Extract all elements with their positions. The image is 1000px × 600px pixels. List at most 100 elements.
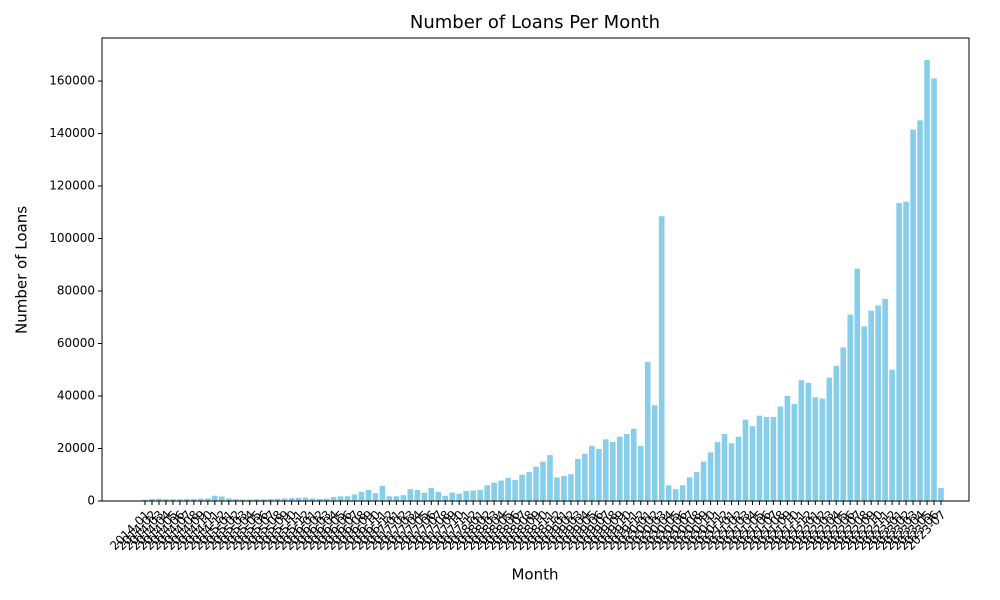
bar [177,499,183,501]
bar [267,498,274,501]
bar [246,499,253,501]
bar [644,361,651,501]
bar [854,268,861,501]
bar [547,455,553,501]
bar [847,314,854,501]
bar [798,380,805,501]
bar [756,415,763,501]
bar [721,434,728,501]
bar [212,495,218,501]
bar [658,216,665,501]
bar [533,466,539,501]
bar [219,496,225,501]
bar [637,445,644,501]
bar [603,439,609,501]
bar [393,496,400,501]
bar [896,203,902,501]
y-tick-label: 20000 [57,441,95,455]
bar [540,461,546,501]
bar [526,472,532,501]
bar [302,497,309,501]
bar [337,496,344,501]
bar [288,498,295,501]
bar [679,485,686,501]
bar [142,499,148,501]
bar [365,489,372,501]
bar [568,474,574,501]
bar [414,489,421,501]
bar [358,491,365,501]
bar [770,417,777,501]
bar [924,60,930,502]
bar [344,496,351,501]
y-tick-label: 160000 [49,74,95,88]
bar [714,441,721,501]
bar [561,476,567,501]
bar [428,487,435,501]
bar [505,477,511,501]
bar [596,449,602,501]
bar [456,493,463,501]
bar [225,498,232,501]
bar [812,397,819,501]
y-tick-label: 120000 [49,179,95,193]
bar [610,441,616,501]
y-tick-label: 0 [87,494,95,508]
bar [442,495,449,501]
bar [805,382,812,501]
bar [903,201,909,501]
bar [575,459,581,501]
bar [463,491,469,501]
bar [470,490,476,501]
bar [630,428,637,501]
bar [784,396,791,501]
bar [742,419,749,501]
bar [435,491,442,501]
bar [400,495,407,501]
bar [323,498,330,501]
bar [791,403,798,501]
y-tick-label: 140000 [49,126,95,140]
bar [519,474,525,501]
bar [156,498,162,501]
bar [421,492,428,501]
bar [826,377,833,501]
bar [379,485,386,501]
bar [763,417,770,501]
bar [735,436,742,501]
y-tick-label: 40000 [57,389,95,403]
bar [931,78,937,502]
bar [191,498,197,501]
bar [407,489,414,501]
bar [840,347,847,501]
bar [833,365,840,501]
bar [651,405,658,501]
bar [449,492,456,501]
bar [491,482,497,501]
bar [617,436,623,501]
bar [589,445,595,501]
bar [484,485,490,501]
axes-frame [101,37,970,502]
bar [749,426,756,501]
bar [498,480,504,501]
bar [316,498,323,501]
bar [295,497,302,501]
y-tick-label: 80000 [57,284,95,298]
bar [163,499,169,501]
bar [861,326,867,501]
bar [205,498,211,501]
bar [938,487,944,501]
bar [274,498,281,501]
y-tick-label: 100000 [49,231,95,245]
y-tick-label: 60000 [57,336,95,350]
x-axis-label: Month [511,566,558,584]
bar [582,453,588,501]
bar [686,477,693,501]
bar [665,485,672,501]
y-axis-label: Number of Loans [13,206,31,334]
bar [260,499,267,501]
bar [819,398,826,501]
bar [149,498,155,501]
